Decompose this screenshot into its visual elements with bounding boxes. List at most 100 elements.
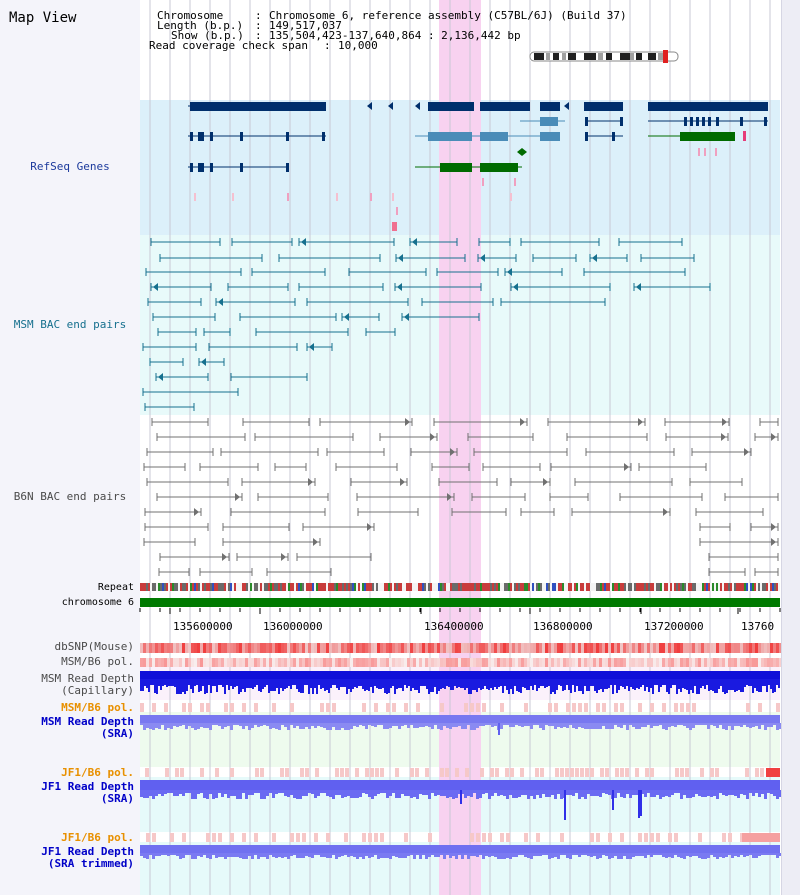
jf1-pol2-mark <box>254 833 258 842</box>
msm-depth-sra-bar <box>395 723 398 726</box>
jf1-pol2-mark <box>596 833 600 842</box>
repeat-mark <box>612 583 614 591</box>
repeat-mark <box>530 583 532 591</box>
b6n-bac-arrow <box>744 448 749 456</box>
jf1-depth-trim-bar <box>344 853 347 855</box>
msm-depth-sra-bar <box>647 723 650 725</box>
dbsnp-mark <box>602 643 605 653</box>
msm-depth-cap-bar <box>774 679 776 692</box>
msm-pol2-mark <box>464 703 468 712</box>
msm-depth-sra-bar <box>266 723 269 726</box>
jf1-depth-sra-bar <box>215 790 218 798</box>
msm-depth-sra-bar <box>164 723 167 730</box>
msm-depth-cap-bar <box>222 679 224 687</box>
msm-depth-cap-bar <box>400 679 402 688</box>
refseq-tick <box>194 193 196 201</box>
msm-depth-cap-bar <box>374 679 376 686</box>
jf1-depth-trim-bar <box>518 853 521 855</box>
msm-depth-sra-bar <box>332 723 335 727</box>
repeat-mark <box>488 583 490 591</box>
msm-depth-cap-bar <box>600 679 602 689</box>
jf1-depth-sra-spike <box>564 790 566 820</box>
msm-depth-cap-bar <box>576 679 578 686</box>
dbsnp-mark <box>557 643 560 653</box>
jf1-depth-trim-bar <box>659 853 662 855</box>
msm-depth-cap-bar <box>382 679 384 688</box>
dbsnp-mark <box>728 643 731 653</box>
msm-depth-cap-bar <box>478 679 480 688</box>
msm-pol-mark <box>401 658 404 667</box>
track-label-b6n-bac[interactable]: B6N BAC end pairs <box>13 490 127 503</box>
msm-depth-sra-bar <box>599 723 602 729</box>
msm-bac-arrow <box>480 254 485 262</box>
dbsnp-mark <box>269 643 272 653</box>
msm-depth-cap-bar <box>214 679 216 686</box>
jf1-depth-sra-bar <box>482 790 485 794</box>
msm-depth-cap-bar <box>326 679 328 690</box>
jf1-depth-trim-bar <box>185 853 188 855</box>
track-label-msm-bac[interactable]: MSM BAC end pairs <box>13 318 127 331</box>
jf1-depth-trim-bar <box>170 853 173 855</box>
msm-pol-mark <box>722 658 725 667</box>
track-label-jf1-depth-trim: JF1 Read Depth <box>41 845 134 858</box>
jf1-depth-sra-bar <box>326 790 329 796</box>
jf1-depth-trim-bar <box>353 853 356 857</box>
msm-depth-sra-bar <box>494 723 497 726</box>
msm-depth-sra-bar <box>491 723 494 727</box>
repeat-mark <box>170 583 172 591</box>
repeat-mark <box>648 583 650 591</box>
vertical-scrollbar[interactable] <box>781 0 800 895</box>
msm-depth-sra-bar <box>665 723 668 730</box>
msm-pol-mark <box>164 658 167 667</box>
msm-depth-sra-bar <box>680 723 683 725</box>
dbsnp-mark <box>302 643 305 653</box>
jf1-depth-trim-bar <box>644 853 647 858</box>
dbsnp-mark <box>767 643 770 653</box>
jf1-pol-mark <box>445 768 449 777</box>
msm-depth-sra-spike <box>498 723 500 735</box>
jf1-pol-mark <box>480 768 484 777</box>
jf1-depth-sra-bar <box>371 790 374 799</box>
msm-pol-mark <box>281 658 284 667</box>
track-label-refseq[interactable]: RefSeq Genes <box>30 160 110 173</box>
repeat-mark <box>202 583 204 591</box>
dbsnp-mark <box>698 643 701 653</box>
repeat-mark <box>512 583 514 591</box>
jf1-pol-mark <box>560 768 564 777</box>
b6n-bac-arrow <box>222 553 227 561</box>
repeat-mark <box>626 583 628 591</box>
repeat-mark <box>540 583 542 591</box>
msm-depth-sra-bar <box>245 723 248 726</box>
jf1-depth-trim-bar <box>164 853 167 855</box>
msm-depth-sra-bar <box>443 723 446 726</box>
jf1-depth-sra-bar <box>617 790 620 793</box>
dbsnp-mark <box>644 643 647 653</box>
repeat-mark <box>520 583 522 591</box>
msm-pol-mark <box>608 658 611 667</box>
dbsnp-mark <box>461 643 464 653</box>
repeat-mark <box>574 583 576 591</box>
jf1-depth-sra-bar <box>242 790 245 793</box>
jf1-depth-trim-bar <box>560 853 563 855</box>
jf1-depth-sra-bar <box>710 790 713 797</box>
jf1-pol-mark <box>395 768 399 777</box>
jf1-pol2-mark <box>674 833 678 842</box>
dbsnp-mark <box>773 643 776 653</box>
gene-exon <box>286 132 289 141</box>
msm-depth-cap-bar <box>352 679 354 689</box>
msm-depth-cap-bar <box>590 679 592 686</box>
msm-depth-cap-bar <box>764 679 766 686</box>
repeat-mark <box>724 583 726 591</box>
jf1-pol2-mark <box>668 833 672 842</box>
msm-pol-mark <box>515 658 518 667</box>
msm-depth-sra-bar <box>515 723 518 725</box>
msm-depth-cap-bar <box>356 679 358 688</box>
msm-depth-sra-bar <box>521 723 524 727</box>
jf1-depth-sra-bar <box>644 790 647 797</box>
dbsnp-mark <box>641 643 644 653</box>
jf1-depth-sra-bar <box>194 790 197 799</box>
jf1-depth-sra-bar <box>182 790 185 796</box>
jf1-depth-sra-bar <box>380 790 383 793</box>
repeat-mark <box>586 583 588 591</box>
